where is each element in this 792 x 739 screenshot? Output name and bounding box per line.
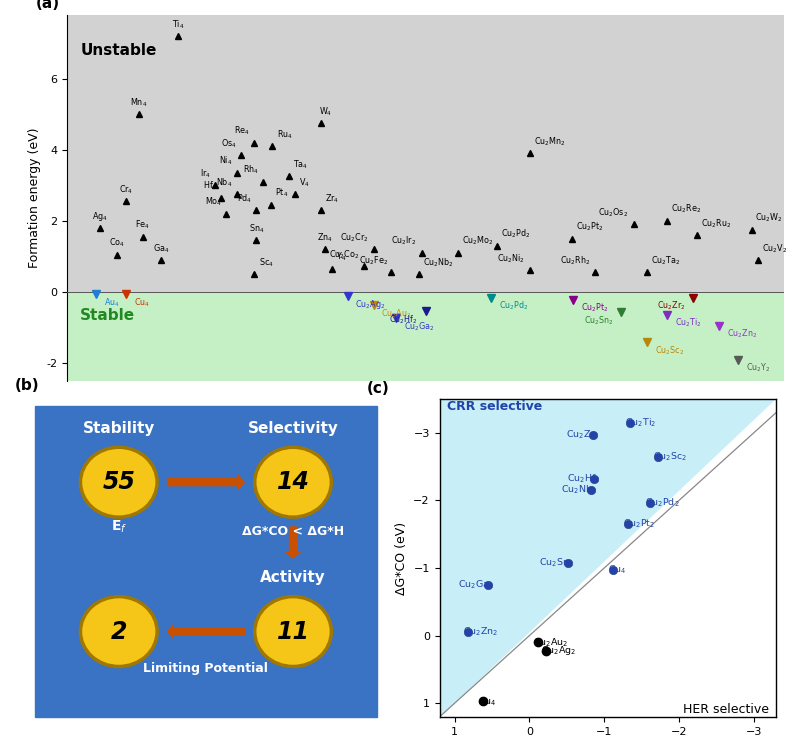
Text: Cu$_2$Ir$_2$: Cu$_2$Ir$_2$ bbox=[391, 235, 417, 248]
Text: Cu$_2$Sn$_2$: Cu$_2$Sn$_2$ bbox=[539, 556, 574, 569]
Text: Cu$_2$Mn$_2$: Cu$_2$Mn$_2$ bbox=[534, 135, 565, 148]
Text: (b): (b) bbox=[14, 378, 39, 393]
Y-axis label: Formation energy (eV): Formation energy (eV) bbox=[28, 127, 41, 268]
Text: Y$_4$: Y$_4$ bbox=[336, 251, 346, 263]
Text: Ir$_4$: Ir$_4$ bbox=[200, 168, 211, 180]
Text: Cu$_2$Nb$_2$: Cu$_2$Nb$_2$ bbox=[561, 483, 596, 496]
Text: Cu$_2$Mo$_2$: Cu$_2$Mo$_2$ bbox=[463, 235, 493, 248]
Text: Unstable: Unstable bbox=[80, 43, 157, 58]
Text: Mo$_4$: Mo$_4$ bbox=[205, 196, 223, 208]
Text: Cu$_2$Sc$_2$: Cu$_2$Sc$_2$ bbox=[653, 450, 687, 463]
Text: Au$_4$: Au$_4$ bbox=[104, 296, 120, 309]
Text: Au$_4$: Au$_4$ bbox=[478, 695, 496, 707]
Text: Ga$_4$: Ga$_4$ bbox=[153, 242, 169, 254]
Text: Cu$_2$Hf$_2$: Cu$_2$Hf$_2$ bbox=[567, 473, 600, 485]
Bar bbox=[67, 292, 784, 381]
Text: Cu$_2$V$_2$: Cu$_2$V$_2$ bbox=[762, 242, 787, 254]
Circle shape bbox=[255, 596, 331, 667]
Text: Pd$_4$: Pd$_4$ bbox=[237, 192, 253, 205]
Text: (a): (a) bbox=[36, 0, 60, 11]
Text: Cu$_2$Ga$_2$: Cu$_2$Ga$_2$ bbox=[404, 320, 434, 333]
Text: Cu$_2$Cr$_2$: Cu$_2$Cr$_2$ bbox=[340, 231, 368, 244]
Text: ΔG*CO < ΔG*H: ΔG*CO < ΔG*H bbox=[242, 525, 344, 538]
Text: Re$_4$: Re$_4$ bbox=[234, 125, 249, 137]
Text: CRR selective: CRR selective bbox=[447, 400, 543, 412]
Text: Cu$_2$Ag$_2$: Cu$_2$Ag$_2$ bbox=[541, 644, 576, 657]
Y-axis label: ΔG*CO (eV): ΔG*CO (eV) bbox=[394, 522, 408, 594]
Text: Ti$_4$: Ti$_4$ bbox=[172, 18, 185, 31]
Text: Cu$_2$Pd$_2$: Cu$_2$Pd$_2$ bbox=[645, 497, 680, 508]
Text: Nb$_4$: Nb$_4$ bbox=[216, 177, 233, 188]
Text: Cu$_2$Ru$_2$: Cu$_2$Ru$_2$ bbox=[701, 217, 731, 230]
Text: 14: 14 bbox=[276, 470, 310, 494]
Text: Cu$_2$Re$_2$: Cu$_2$Re$_2$ bbox=[671, 203, 701, 216]
FancyBboxPatch shape bbox=[35, 406, 377, 718]
Text: Ni$_4$: Ni$_4$ bbox=[219, 155, 233, 168]
Text: Zr$_4$: Zr$_4$ bbox=[326, 192, 340, 205]
Text: E$_f$: E$_f$ bbox=[111, 519, 127, 535]
Circle shape bbox=[255, 447, 331, 517]
Text: Co$_4$: Co$_4$ bbox=[109, 236, 125, 249]
Text: Cu$_2$W$_2$: Cu$_2$W$_2$ bbox=[756, 212, 783, 225]
Text: Activity: Activity bbox=[260, 570, 326, 585]
Text: 11: 11 bbox=[276, 619, 310, 644]
Text: Pt$_4$: Pt$_4$ bbox=[275, 187, 287, 200]
Text: Cu$_2$Ni$_2$: Cu$_2$Ni$_2$ bbox=[497, 253, 525, 265]
Text: 55: 55 bbox=[102, 470, 135, 494]
Text: Fe$_4$: Fe$_4$ bbox=[135, 219, 150, 231]
Text: Cu$_2$Sc$_2$: Cu$_2$Sc$_2$ bbox=[655, 344, 684, 356]
Text: Sn$_4$: Sn$_4$ bbox=[249, 222, 264, 235]
Text: Limiting Potential: Limiting Potential bbox=[143, 661, 268, 675]
Text: Cu$_2$Zr$_2$: Cu$_2$Zr$_2$ bbox=[657, 300, 685, 313]
Circle shape bbox=[81, 596, 157, 667]
Text: Cu$_2$Co$_2$: Cu$_2$Co$_2$ bbox=[329, 248, 360, 261]
Text: Cu$_2$Pd$_2$: Cu$_2$Pd$_2$ bbox=[499, 300, 528, 313]
Text: Cu$_2$Pd$_2$: Cu$_2$Pd$_2$ bbox=[501, 228, 531, 240]
Text: Cu$_2$Ti$_2$: Cu$_2$Ti$_2$ bbox=[675, 316, 702, 329]
Text: Hf$_4$: Hf$_4$ bbox=[203, 180, 217, 192]
Text: Rh$_4$: Rh$_4$ bbox=[243, 164, 259, 177]
Text: Cu$_2$Ga$_2$: Cu$_2$Ga$_2$ bbox=[458, 579, 494, 591]
Text: Cu$_2$Nb$_2$: Cu$_2$Nb$_2$ bbox=[423, 256, 454, 269]
Text: Cu$_2$Ag$_2$: Cu$_2$Ag$_2$ bbox=[356, 298, 386, 311]
Text: Cu$_2$Ti$_2$: Cu$_2$Ti$_2$ bbox=[625, 417, 657, 429]
Polygon shape bbox=[440, 399, 776, 717]
Text: Cu$_4$: Cu$_4$ bbox=[608, 564, 626, 576]
Text: Cu$_2$Y$_2$: Cu$_2$Y$_2$ bbox=[746, 362, 771, 374]
Text: Cu$_2$Au$_2$: Cu$_2$Au$_2$ bbox=[533, 636, 569, 649]
Text: Stability: Stability bbox=[82, 420, 155, 436]
Circle shape bbox=[81, 447, 157, 517]
Text: Cu$_2$Zn$_2$: Cu$_2$Zn$_2$ bbox=[463, 625, 498, 638]
Text: Mn$_4$: Mn$_4$ bbox=[131, 96, 147, 109]
Text: Os$_4$: Os$_4$ bbox=[221, 137, 237, 150]
Text: Cu$_4$: Cu$_4$ bbox=[134, 296, 150, 309]
Text: V$_4$: V$_4$ bbox=[299, 177, 310, 188]
Text: Cu$_2$Pt$_2$: Cu$_2$Pt$_2$ bbox=[576, 221, 604, 234]
Text: W$_4$: W$_4$ bbox=[318, 105, 332, 118]
Text: Selectivity: Selectivity bbox=[248, 420, 338, 436]
Text: Cu$_2$Pt$_2$: Cu$_2$Pt$_2$ bbox=[581, 302, 608, 314]
Text: Cu$_2$Zn$_2$: Cu$_2$Zn$_2$ bbox=[727, 327, 757, 340]
Text: Cu$_2$Ta$_2$: Cu$_2$Ta$_2$ bbox=[651, 254, 680, 267]
Text: Ag$_4$: Ag$_4$ bbox=[92, 210, 108, 222]
Text: Cu$_2$Zr$_2$: Cu$_2$Zr$_2$ bbox=[565, 429, 599, 441]
Text: Cu$_2$Rh$_2$: Cu$_2$Rh$_2$ bbox=[560, 254, 590, 267]
Text: Cr$_4$: Cr$_4$ bbox=[119, 183, 133, 196]
Text: Zn$_4$: Zn$_4$ bbox=[318, 231, 333, 244]
Text: (c): (c) bbox=[367, 381, 389, 396]
Text: Cu$_2$Os$_2$: Cu$_2$Os$_2$ bbox=[598, 206, 628, 219]
Text: Cu$_2$Fe$_2$: Cu$_2$Fe$_2$ bbox=[359, 254, 388, 267]
Text: Cu$_2$Sn$_2$: Cu$_2$Sn$_2$ bbox=[584, 314, 613, 327]
Text: Ta$_4$: Ta$_4$ bbox=[293, 159, 308, 171]
Text: Sc$_4$: Sc$_4$ bbox=[259, 256, 274, 269]
Text: Cu$_2$Hf$_2$: Cu$_2$Hf$_2$ bbox=[390, 313, 418, 326]
Text: Ru$_4$: Ru$_4$ bbox=[277, 129, 293, 141]
Text: HER selective: HER selective bbox=[683, 704, 769, 716]
Text: 2: 2 bbox=[111, 619, 127, 644]
Text: Cu$_2$Pt$_2$: Cu$_2$Pt$_2$ bbox=[623, 518, 655, 531]
Text: Cu$_2$Au$_2$: Cu$_2$Au$_2$ bbox=[382, 307, 412, 319]
Text: Stable: Stable bbox=[80, 307, 135, 323]
Bar bbox=[67, 15, 784, 292]
